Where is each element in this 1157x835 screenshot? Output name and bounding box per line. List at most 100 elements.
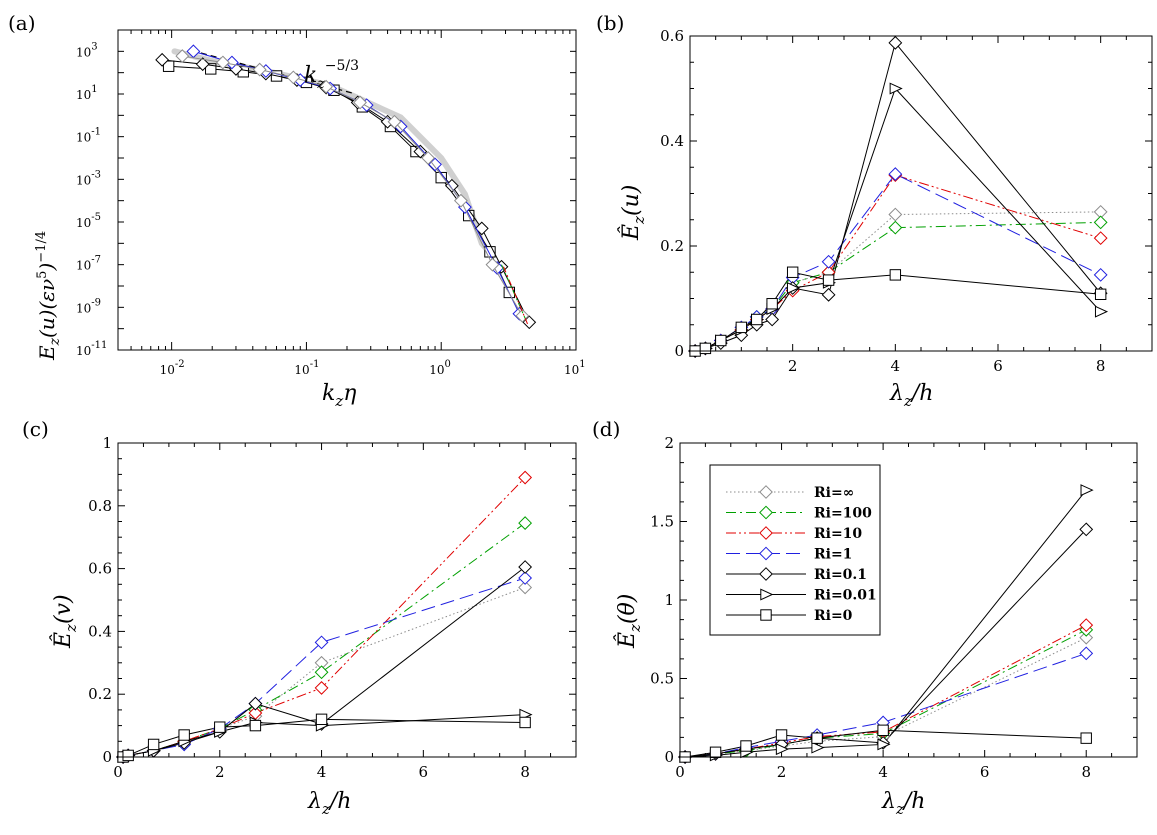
data-point-b <box>786 282 801 294</box>
data-point-c <box>314 665 329 680</box>
y-tick-label-c: 0.8 <box>88 497 112 515</box>
data-point-a <box>522 315 537 330</box>
data-point-a <box>413 144 428 159</box>
data-point-a <box>225 55 239 70</box>
panel-label-d: (d) <box>592 417 620 441</box>
x-tick-label-a: 101 <box>564 359 586 377</box>
legend-label: Ri=∞ <box>814 485 854 501</box>
data-point-d <box>1079 618 1094 633</box>
y-tick-label-d: 2 <box>664 434 674 452</box>
y-tick-label-d: 1.5 <box>650 513 674 531</box>
data-point-b <box>786 266 799 278</box>
axis-ticks-c: 0 2 4 6 8 0 0.2 0.4 0.6 0.8 1 <box>88 434 577 781</box>
data-point-a <box>353 95 367 110</box>
legend-marker <box>759 526 773 540</box>
data-point-d <box>1079 522 1094 537</box>
axis-ticks-b: 2 4 6 8 0 0.2 0.4 0.6 <box>660 27 1153 375</box>
y-tick-label-a: 10-11 <box>76 340 107 358</box>
data-point-a <box>175 49 190 63</box>
data-point-b <box>766 298 778 310</box>
data-point-a <box>319 79 334 94</box>
data-point-b <box>821 287 836 302</box>
x-tick-label-b: 2 <box>788 357 798 375</box>
data-point-b <box>822 274 835 286</box>
data-point-d <box>811 732 823 744</box>
plot-frame-c <box>117 442 577 758</box>
legend-marker <box>759 485 773 499</box>
legend-label: Ri=0 <box>814 608 853 624</box>
data-point-d <box>1080 484 1094 497</box>
data-point-b <box>1094 288 1107 301</box>
x-axis-label-c: λz/h <box>307 789 351 818</box>
panel-label-c: (c) <box>22 417 49 441</box>
x-tick-label-c: 8 <box>520 763 530 781</box>
y-tick-label-c: 0.2 <box>88 685 112 703</box>
data-point-b <box>751 313 763 326</box>
data-point-b <box>889 82 903 95</box>
data-point-c <box>214 721 226 733</box>
legend-label: Ri=0.1 <box>814 567 867 583</box>
data-point-c <box>249 719 262 732</box>
data-point-d <box>740 740 752 752</box>
y-tick-label-d: 1 <box>664 591 674 609</box>
series-line-b <box>695 173 1101 352</box>
series-line-a <box>162 59 530 323</box>
series-c <box>116 470 533 764</box>
y-axis-label-d: Êz(θ) <box>613 594 644 649</box>
data-point-c <box>518 580 533 595</box>
data-point-b <box>888 207 903 222</box>
x-tick-label-d: 2 <box>777 763 787 781</box>
legend-marker <box>760 609 772 621</box>
data-point-c <box>314 635 329 650</box>
x-axis-label-a: kzη <box>322 381 356 410</box>
legend: Ri=∞ Ri=100 Ri=10 Ri=1 Ri=0.1 Ri=0.01 Ri=0 <box>709 464 881 636</box>
legend-marker <box>759 505 773 520</box>
data-point-b <box>888 35 903 50</box>
legend-marker <box>759 546 773 561</box>
data-point-a <box>485 257 500 272</box>
data-point-c <box>518 470 533 485</box>
y-tick-label-a: 10-7 <box>76 255 101 273</box>
data-point-b <box>699 342 712 355</box>
data-point-c <box>178 729 190 741</box>
x-tick-label-b: 8 <box>1096 357 1106 375</box>
data-point-c <box>122 749 134 762</box>
y-tick-label-d: 0 <box>664 748 674 766</box>
data-point-b <box>1093 215 1108 230</box>
y-axis-label-b: Êz(u) <box>617 185 648 241</box>
data-point-d <box>1079 630 1094 645</box>
data-point-a <box>421 151 436 165</box>
data-point-d <box>1080 732 1092 744</box>
panel-label-a: (a) <box>8 11 36 35</box>
data-point-b <box>821 254 836 269</box>
x-tick-label-d: 4 <box>878 763 888 781</box>
data-point-a <box>252 62 267 77</box>
data-point-d <box>709 746 722 758</box>
y-tick-label-b: 0 <box>674 342 684 360</box>
y-axis-label-c: Êz(v) <box>49 594 80 649</box>
plot-frame-d <box>679 442 1138 758</box>
data-point-a <box>286 70 301 85</box>
data-point-c <box>248 696 263 711</box>
svg-text:Êz(u): Êz(u) <box>617 185 648 241</box>
x-axis-label: kzη <box>322 381 356 410</box>
data-point-a <box>474 221 489 236</box>
svg-text:Êz(θ): Êz(θ) <box>613 594 644 649</box>
legend-label: Ri=0.01 <box>814 588 877 604</box>
y-axis-label: Ez(u)(εν5)−1/4 <box>34 231 63 361</box>
legend-marker <box>759 567 773 581</box>
data-point-a <box>387 114 402 129</box>
data-point-b <box>888 167 903 181</box>
x-tick-label-a: 10-1 <box>294 359 319 377</box>
panel-d: (d) 0 2 4 6 8 0 0.5 1 1.5 2 λz/h Êz(θ) Ri=∞ Ri=100… <box>592 417 1138 818</box>
y-tick-label-d: 0.5 <box>650 670 674 688</box>
y-tick-label-b: 0.6 <box>660 27 684 45</box>
series-line-b <box>695 41 1102 352</box>
x-tick-label-c: 4 <box>317 763 327 781</box>
data-point-b <box>735 321 748 334</box>
legend-box <box>709 464 881 636</box>
panel-c: (c) 0 2 4 6 8 0 0.2 0.4 0.6 0.8 1 λz/h Êz(v) <box>22 417 577 818</box>
data-point-c <box>518 571 533 585</box>
data-point-c <box>518 560 533 574</box>
